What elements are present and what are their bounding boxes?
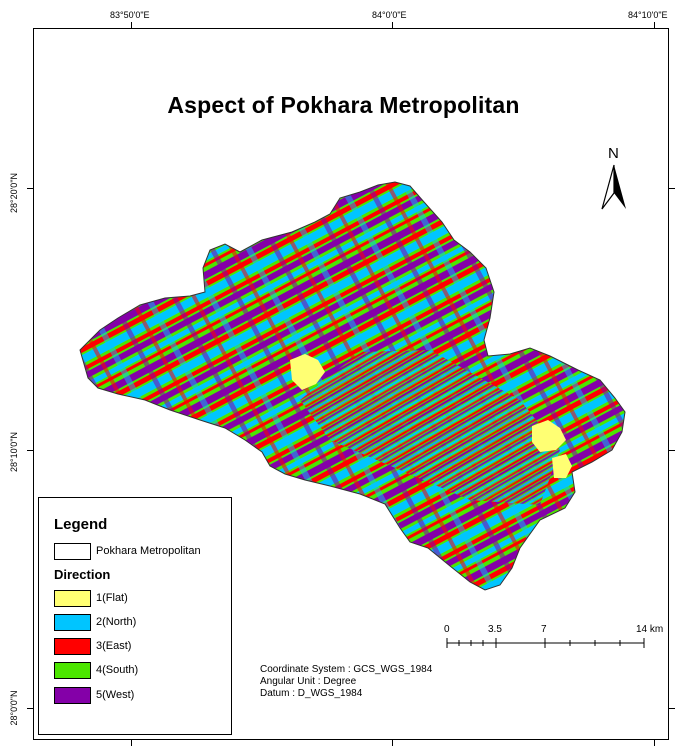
- coordinate-info: Coordinate System : GCS_WGS_1984 Angular…: [260, 664, 432, 700]
- tick-right-2: [669, 450, 675, 451]
- flat-label: 1(Flat): [96, 592, 128, 604]
- flat-swatch: [54, 589, 91, 607]
- tick-right-3: [669, 708, 675, 709]
- legend-boundary-row: Pokhara Metropolitan: [54, 541, 201, 561]
- west-swatch: [54, 686, 91, 704]
- tick-top-2: [392, 22, 393, 28]
- legend-item-flat: 1(Flat): [54, 588, 128, 608]
- map-frame: [33, 28, 669, 740]
- tick-bottom-3: [654, 740, 655, 746]
- legend-item-north: 2(North): [54, 612, 136, 632]
- north-item-label: 2(North): [96, 616, 137, 628]
- north-swatch: [54, 613, 91, 631]
- south-swatch: [54, 661, 91, 679]
- legend-item-south: 4(South): [54, 660, 138, 680]
- west-label: 5(West): [96, 689, 135, 701]
- top-coord-2: 84°0'0"E: [372, 10, 407, 20]
- tick-bottom-1: [131, 740, 132, 746]
- legend-item-west: 5(West): [54, 685, 134, 705]
- scale-bar: [446, 638, 645, 648]
- scale-label-1: 3.5: [488, 624, 502, 635]
- south-label: 4(South): [96, 664, 139, 676]
- tick-left-3: [27, 708, 33, 709]
- tick-top-1: [131, 22, 132, 28]
- boundary-swatch: [54, 542, 91, 560]
- east-swatch: [54, 637, 91, 655]
- top-coord-3: 84°10'0"E: [628, 10, 668, 20]
- east-label: 3(East): [96, 640, 132, 652]
- datum-text: Datum : D_WGS_1984: [260, 688, 363, 699]
- scale-label-2: 7: [541, 624, 547, 635]
- tick-top-3: [654, 22, 655, 28]
- north-label: N: [608, 145, 619, 162]
- top-coord-1: 83°50'0"E: [110, 10, 150, 20]
- scale-label-3: 14 km: [636, 624, 664, 635]
- angular-unit-text: Angular Unit : Degree: [260, 676, 357, 687]
- tick-left-2: [27, 450, 33, 451]
- north-arrow-icon: [601, 164, 626, 210]
- legend-item-east: 3(East): [54, 636, 131, 656]
- legend-box: Legend Pokhara Metropolitan Direction 1(…: [38, 497, 232, 735]
- coordinate-system-text: Coordinate System : GCS_WGS_1984: [260, 664, 433, 675]
- scale-label-0: 0: [444, 624, 450, 635]
- tick-left-1: [27, 188, 33, 189]
- map-title: Aspect of Pokhara Metropolitan: [167, 92, 520, 118]
- legend-title: Legend: [54, 516, 108, 533]
- tick-right-1: [669, 188, 675, 189]
- direction-title: Direction: [54, 567, 111, 582]
- tick-bottom-2: [392, 740, 393, 746]
- boundary-label: Pokhara Metropolitan: [96, 545, 201, 557]
